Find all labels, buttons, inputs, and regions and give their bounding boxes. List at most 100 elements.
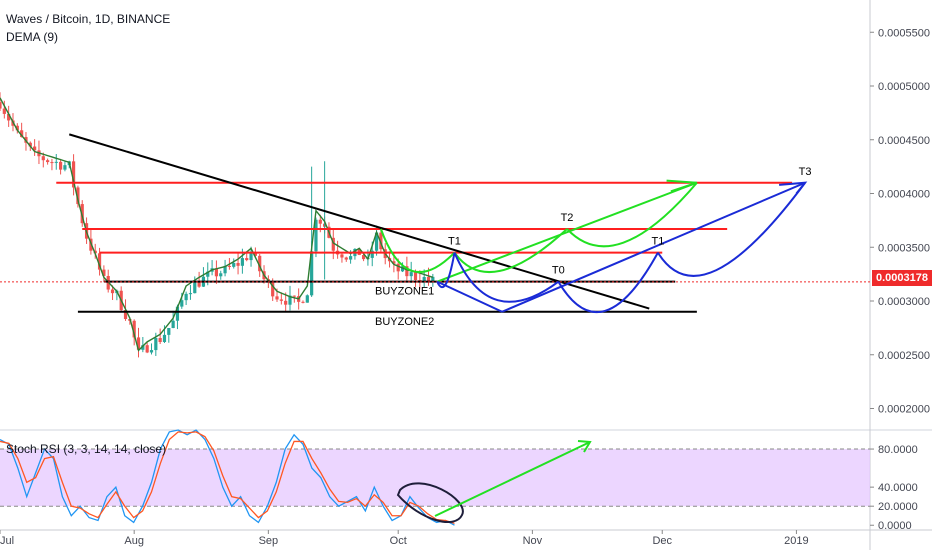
candle-body xyxy=(249,252,253,261)
candle-body xyxy=(158,338,162,343)
candle-body xyxy=(28,142,32,147)
candle-body xyxy=(227,265,232,267)
rsi-divergence-oval xyxy=(396,482,464,524)
candle-body xyxy=(41,156,45,161)
stoch-rsi-d-line xyxy=(0,431,455,524)
blue-projection-arc-2 xyxy=(557,252,659,313)
x-tick-label-1: Aug xyxy=(124,535,144,547)
buyzone2-label: BUYZONE2 xyxy=(375,316,434,328)
blue-projection-arc-0 xyxy=(436,252,456,289)
candle-body xyxy=(0,102,2,109)
stoch-rsi-band xyxy=(0,449,870,507)
current-price-tag: 0.0003178 xyxy=(872,270,932,286)
candle-body xyxy=(340,254,344,258)
blue-projection-arc-1 xyxy=(453,252,559,303)
candle-body xyxy=(123,310,128,319)
candle-body xyxy=(175,306,180,321)
dema-line xyxy=(0,97,434,352)
x-tick-label-4: Nov xyxy=(523,535,543,547)
candle-body xyxy=(284,300,288,305)
candle-body xyxy=(232,262,236,267)
target-label-1: T2 xyxy=(561,212,574,224)
buyzone1-label: BUYZONE1 xyxy=(375,286,434,298)
candle-body xyxy=(405,266,409,277)
rsi-y-tick-label-0: 0.0000 xyxy=(878,520,912,532)
candle-body xyxy=(344,257,348,260)
rsi-green-arrow xyxy=(434,441,591,517)
green-projection-arc-0 xyxy=(379,228,456,274)
x-tick-label-0: Jul xyxy=(0,535,14,547)
candle-body xyxy=(97,253,102,270)
target-label-2: T0 xyxy=(552,265,565,277)
rsi-y-tick-label-1: 20.0000 xyxy=(878,501,918,513)
candle-body xyxy=(110,289,115,294)
blue-projection-arc-3 xyxy=(657,182,806,277)
candle-body xyxy=(33,146,37,151)
candle-body xyxy=(180,300,184,307)
candle-body xyxy=(219,273,223,277)
candle-body xyxy=(275,296,279,300)
candle-body xyxy=(422,277,426,283)
green-arrowhead xyxy=(666,179,698,193)
rsi-y-tick-label-2: 40.0000 xyxy=(878,482,918,494)
candle-body xyxy=(318,219,322,224)
blue-projection-line-1 xyxy=(501,181,806,313)
candle-body xyxy=(58,161,63,170)
x-tick-label-2: Sep xyxy=(259,535,279,547)
green-projection-arc-1 xyxy=(453,228,568,274)
candle-body xyxy=(426,277,431,281)
symbol-title: Waves / Bitcoin, 1D, BINANCE xyxy=(6,12,171,26)
candle-body xyxy=(132,320,136,338)
candle-body xyxy=(301,301,305,303)
candle-body xyxy=(370,250,374,258)
candle-body xyxy=(2,108,6,114)
y-tick-label-0: 0.0002000 xyxy=(878,404,930,416)
candle-body xyxy=(305,295,309,303)
candle-body xyxy=(348,256,353,260)
target-label-0: T1 xyxy=(448,236,461,248)
x-tick-label-6: 2019 xyxy=(784,535,808,547)
x-tick-label-3: Oct xyxy=(390,535,407,547)
candle-body xyxy=(288,295,292,305)
candle-body xyxy=(431,276,435,281)
candle-body xyxy=(20,130,24,138)
candle-body xyxy=(171,320,175,329)
y-tick-label-6: 0.0005000 xyxy=(878,81,930,93)
candle-body xyxy=(76,187,80,205)
candle-body xyxy=(71,161,76,188)
candle-body xyxy=(236,262,240,266)
candle-body xyxy=(206,271,210,277)
y-tick-label-2: 0.0003000 xyxy=(878,296,930,308)
candle-body xyxy=(188,293,193,295)
candle-body xyxy=(154,338,158,351)
candle-body xyxy=(240,258,244,266)
y-tick-label-1: 0.0002500 xyxy=(878,350,930,362)
candle-body xyxy=(314,219,318,252)
candle-body xyxy=(141,345,145,350)
candle-body xyxy=(54,161,58,163)
candle-body xyxy=(50,162,54,164)
candle-body xyxy=(15,125,19,131)
candle-body xyxy=(331,237,335,251)
candle-body xyxy=(63,165,67,170)
candle-body xyxy=(223,265,227,274)
candle-body xyxy=(392,261,396,264)
candle-body xyxy=(214,268,219,277)
dema-indicator-label: DEMA (9) xyxy=(6,30,59,44)
candle-body xyxy=(162,334,167,343)
candle-body xyxy=(46,160,50,163)
y-tick-label-3: 0.0003500 xyxy=(878,242,930,254)
blue-projection-line-0 xyxy=(436,280,503,313)
chart-legend: Waves / Bitcoin, 1D, BINANCE DEMA (9) xyxy=(6,10,170,46)
candle-body xyxy=(102,269,106,276)
descending-trendline xyxy=(68,133,650,310)
candle-body xyxy=(413,272,418,281)
candle-body xyxy=(374,232,379,251)
stoch-rsi-legend: Stoch RSI (3, 3, 14, 14, close) xyxy=(6,442,167,456)
stoch-rsi-k-line xyxy=(0,429,455,526)
target-label-4: T3 xyxy=(799,166,812,178)
green-projection-line xyxy=(436,181,698,283)
candle-body xyxy=(379,232,383,250)
y-tick-label-7: 0.0005500 xyxy=(878,27,930,39)
